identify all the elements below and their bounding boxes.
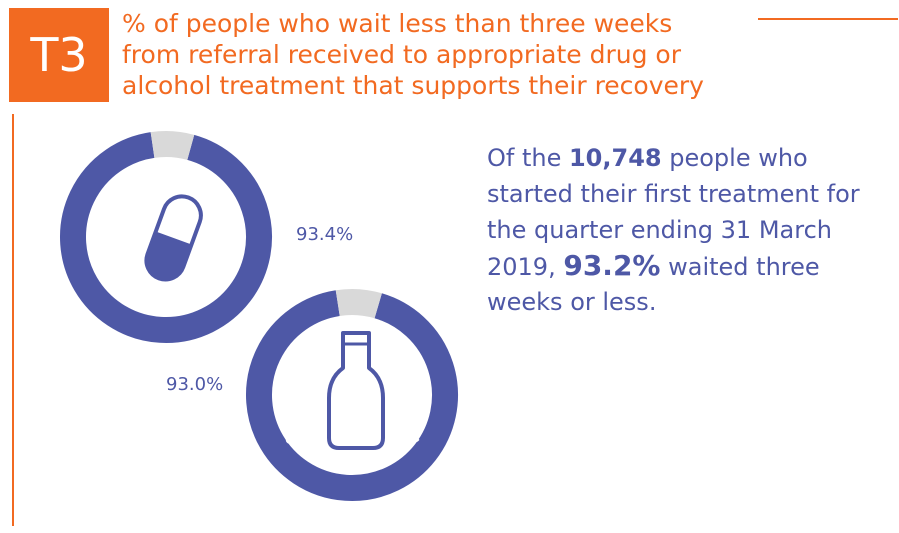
left-divider — [12, 114, 14, 526]
alcohol-value-arc — [246, 290, 458, 501]
capsule-icon — [144, 194, 203, 282]
drug-remainder-arc — [150, 131, 195, 161]
title-line-1: % of people who wait less than three wee… — [122, 9, 673, 38]
drug-percent-label: 93.4% — [296, 224, 354, 245]
alcohol-remainder-arc — [335, 289, 382, 319]
bottle-icon — [327, 331, 385, 450]
drug-donut — [60, 131, 272, 343]
drug-value-arc — [60, 132, 272, 343]
title-line-3: alcohol treatment that supports their re… — [122, 71, 704, 100]
summary-text-run: people who — [661, 144, 808, 172]
alcohol-donut — [246, 289, 458, 501]
overall-percent: 93.2% — [563, 249, 661, 282]
summary-line-1: Of the 10,748 people who — [487, 140, 892, 176]
alcohol-percent-label: 93.0% — [166, 374, 224, 395]
summary-line-3: the quarter ending 31 March — [487, 216, 832, 244]
summary-line-4: 2019, 93.2% waited three — [487, 248, 892, 284]
page-title: % of people who wait less than three wee… — [122, 8, 762, 101]
top-divider — [758, 18, 898, 20]
title-line-2: from referral received to appropriate dr… — [122, 40, 681, 69]
summary-text-run: 2019, — [487, 253, 564, 281]
section-badge: T3 — [9, 8, 109, 102]
summary-text-run: Of the — [487, 144, 569, 172]
summary-text-run: waited three — [660, 253, 820, 281]
people-count: 10,748 — [568, 144, 662, 172]
summary-line-2: started their first treatment for — [487, 180, 860, 208]
summary-text: Of the 10,748 people who started their f… — [487, 140, 892, 320]
summary-line-5: weeks or less. — [487, 288, 657, 316]
